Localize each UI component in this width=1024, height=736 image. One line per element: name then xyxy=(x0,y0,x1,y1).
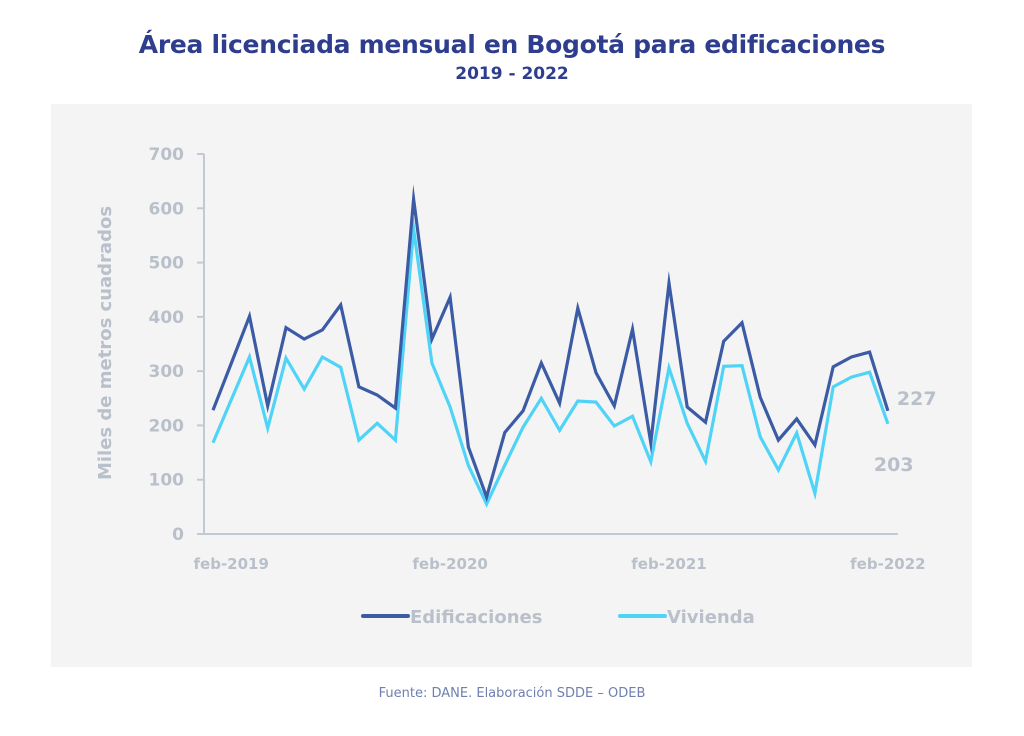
y-axis-label: Miles de metros cuadrados xyxy=(95,206,116,480)
chart-title: Área licenciada mensual en Bogotá para e… xyxy=(138,30,886,59)
x-tick-label: feb-2021 xyxy=(631,555,706,573)
legend: Edificaciones Vivienda xyxy=(361,607,755,628)
y-tick-label: 100 xyxy=(149,471,185,491)
y-tick-label: 400 xyxy=(149,308,185,328)
legend-label-edificaciones: Edificaciones xyxy=(410,607,542,628)
x-tick-label: feb-2022 xyxy=(850,555,925,573)
end-labels: 227 203 xyxy=(874,388,937,476)
end-label-vivienda: 203 xyxy=(874,454,914,476)
y-tick-label: 0 xyxy=(172,525,184,545)
x-tick-label: feb-2019 xyxy=(194,555,269,573)
chart-subtitle: 2019 - 2022 xyxy=(455,64,569,84)
x-tick-label: feb-2020 xyxy=(412,555,487,573)
source-note: Fuente: DANE. Elaboración SDDE – ODEB xyxy=(378,686,646,701)
series-line-edificaciones xyxy=(211,184,890,503)
x-axis-ticks: feb-2019 feb-2020 feb-2021 feb-2022 xyxy=(194,555,926,573)
legend-label-vivienda: Vivienda xyxy=(667,607,755,628)
axes xyxy=(197,154,898,535)
y-axis-ticks: 0 100 200 300 400 500 600 700 xyxy=(149,145,204,545)
y-tick-label: 600 xyxy=(149,199,185,219)
y-tick-label: 200 xyxy=(149,416,185,436)
y-tick-label: 300 xyxy=(149,362,185,382)
y-tick-label: 500 xyxy=(149,254,185,274)
series-group xyxy=(211,184,890,508)
y-tick-label: 700 xyxy=(149,145,185,165)
series-line-vivienda xyxy=(211,214,890,508)
end-label-edificaciones: 227 xyxy=(897,388,937,410)
